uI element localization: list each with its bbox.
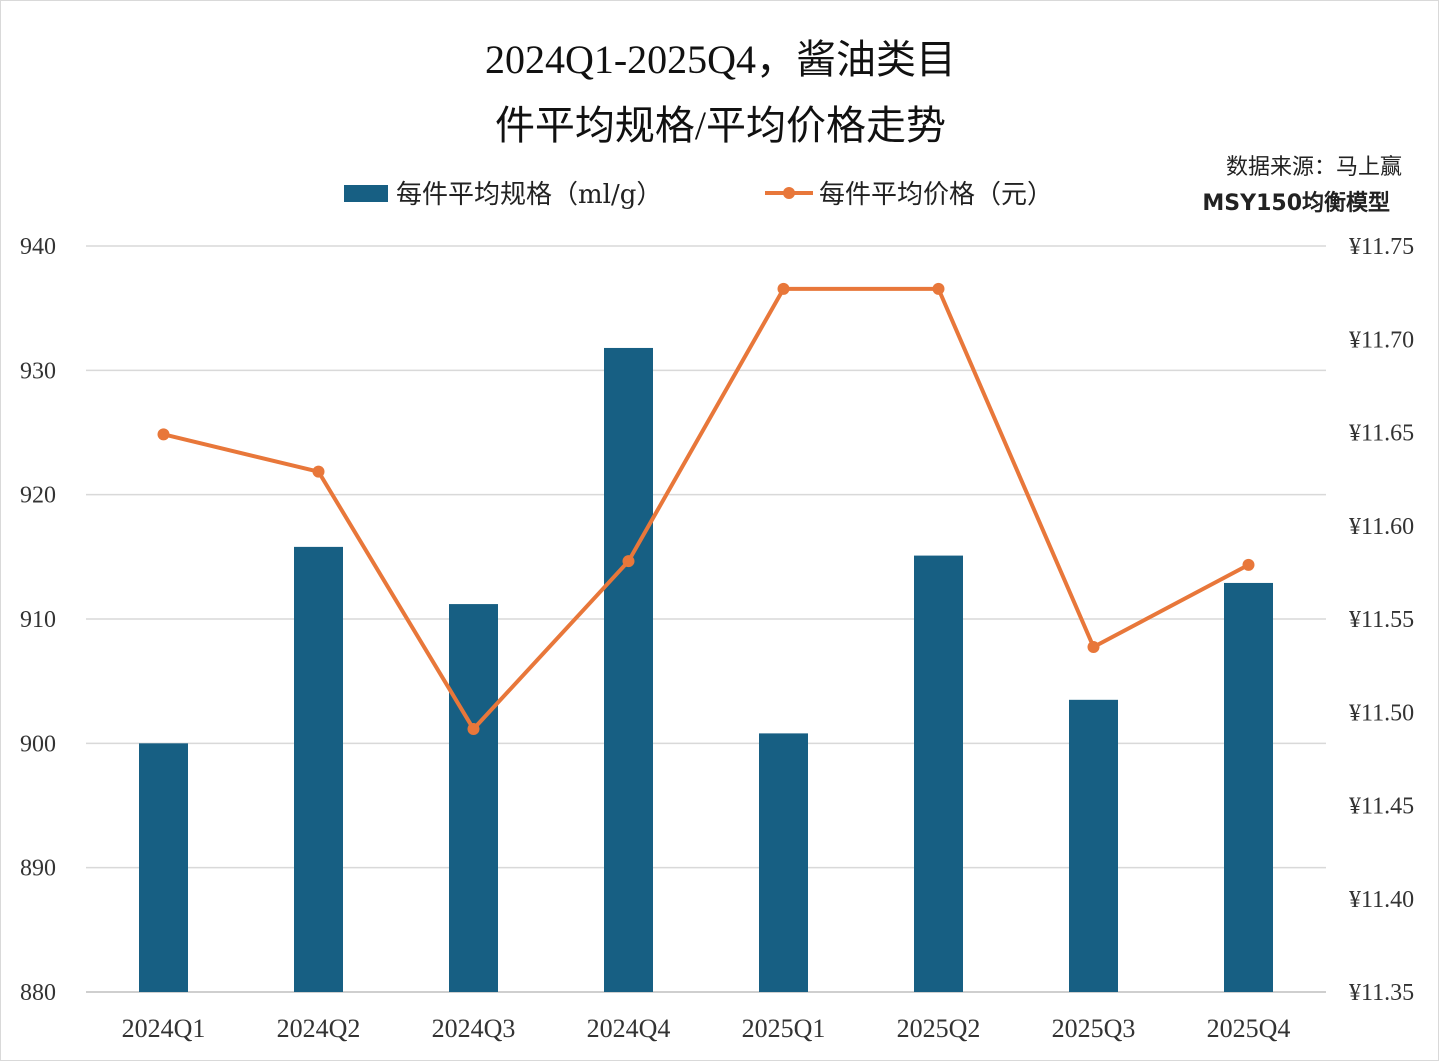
line-point [1087, 640, 1100, 653]
line-point [777, 282, 790, 295]
right-tick-label: ¥11.35 [1349, 980, 1414, 1006]
legend-line-marker [783, 187, 795, 199]
bar [604, 347, 653, 992]
left-tick-label: 890 [20, 856, 56, 882]
chart-title-line1: 2024Q1-2025Q4，酱油类目 [484, 37, 957, 82]
x-tick-label: 2025Q1 [742, 1014, 826, 1043]
legend-bar-swatch [344, 185, 388, 202]
bar [914, 555, 963, 992]
line-point [622, 555, 635, 568]
right-tick-label: ¥11.75 [1349, 234, 1414, 260]
left-tick-label: 930 [20, 358, 56, 384]
right-tick-label: ¥11.45 [1349, 794, 1414, 820]
bar [449, 604, 498, 992]
right-tick-label: ¥11.60 [1349, 514, 1414, 540]
x-tick-label: 2024Q4 [587, 1014, 671, 1043]
left-tick-label: 910 [20, 607, 56, 633]
left-tick-label: 880 [20, 980, 56, 1006]
right-tick-label: ¥11.40 [1349, 887, 1414, 913]
x-tick-label: 2025Q2 [897, 1014, 981, 1043]
bar [759, 733, 808, 992]
bar [1224, 582, 1273, 992]
x-tick-label: 2024Q2 [277, 1014, 361, 1043]
x-tick-label: 2024Q1 [122, 1014, 206, 1043]
bar [294, 546, 343, 992]
line-point [157, 428, 170, 441]
line-point [1242, 558, 1255, 571]
right-tick-label: ¥11.55 [1349, 607, 1414, 633]
right-tick-label: ¥11.50 [1349, 700, 1414, 726]
right-tick-label: ¥11.70 [1349, 327, 1414, 353]
line-point [312, 465, 325, 478]
bar [1069, 699, 1118, 992]
bar [139, 743, 188, 992]
x-tick-label: 2024Q3 [432, 1014, 516, 1043]
legend-bar-label: 每件平均规格（ml/g） [396, 180, 662, 210]
chart-title-line2: 件平均规格/平均价格走势 [494, 103, 947, 148]
source-line2: MSY150均衡模型 [1202, 191, 1390, 216]
price-line [163, 286, 1250, 732]
legend-line-label: 每件平均价格（元） [819, 180, 1053, 210]
line-point [467, 723, 480, 736]
x-tick-label: 2025Q4 [1207, 1014, 1291, 1043]
source-line1: 数据来源：马上赢 [1225, 155, 1402, 180]
left-tick-label: 900 [20, 731, 56, 757]
left-tick-label: 920 [20, 483, 56, 509]
right-tick-label: ¥11.65 [1349, 421, 1414, 447]
left-tick-label: 940 [20, 234, 56, 260]
line-point [932, 282, 945, 295]
x-tick-label: 2025Q3 [1052, 1014, 1136, 1043]
